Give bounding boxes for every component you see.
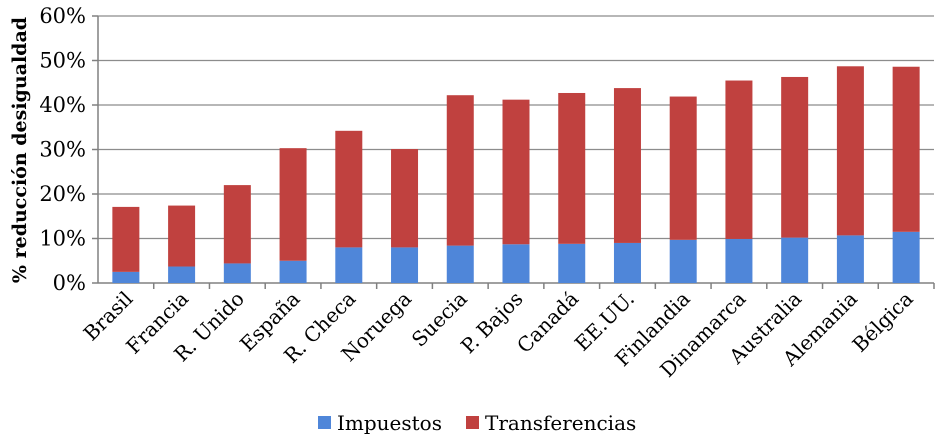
- bar-impuestos-1: [112, 271, 140, 283]
- bar-transferencias-10: [613, 88, 641, 243]
- bar-impuestos-4: [279, 260, 307, 283]
- bars: [112, 66, 920, 283]
- bar-transferencias-3: [223, 185, 251, 264]
- y-axis-label: % reducción desigualdad: [9, 17, 31, 283]
- bar-impuestos-5: [335, 247, 363, 283]
- bar-impuestos-15: [892, 231, 920, 283]
- bar-impuestos-9: [558, 243, 586, 283]
- bar-impuestos-10: [613, 242, 641, 283]
- y-tick-label: 20%: [39, 182, 86, 206]
- y-tick-label: 10%: [39, 227, 86, 251]
- bar-impuestos-12: [725, 238, 753, 283]
- legend: Impuestos Transferencias: [318, 411, 636, 435]
- bar-impuestos-8: [502, 244, 530, 283]
- y-tick-label: 50%: [39, 49, 86, 73]
- legend-label-impuestos: Impuestos: [337, 411, 442, 435]
- y-axis-ticks: 0% 10% 20% 30% 40% 50% 60%: [39, 4, 98, 295]
- bar-transferencias-5: [335, 130, 363, 248]
- y-tick-label: 0%: [53, 271, 86, 295]
- legend-swatch-impuestos: [318, 416, 331, 429]
- x-tick-label: Bélgica: [847, 287, 917, 357]
- bar-transferencias-11: [669, 96, 697, 240]
- bar-transferencias-7: [446, 95, 474, 246]
- bar-impuestos-3: [223, 263, 251, 283]
- legend-label-transferencias: Transferencias: [485, 411, 636, 435]
- y-tick-label: 40%: [39, 93, 86, 117]
- x-tick-label: P. Bajos: [456, 287, 528, 359]
- bar-transferencias-14: [836, 66, 864, 236]
- bar-transferencias-9: [558, 92, 586, 244]
- bar-transferencias-2: [168, 205, 196, 267]
- bar-impuestos-11: [669, 239, 697, 283]
- bar-transferencias-8: [502, 99, 530, 245]
- y-tick-label: 60%: [39, 4, 86, 28]
- legend-swatch-transferencias: [466, 416, 479, 429]
- bar-transferencias-6: [391, 149, 419, 248]
- bar-transferencias-15: [892, 66, 920, 232]
- bar-transferencias-4: [279, 148, 307, 261]
- bar-impuestos-6: [391, 247, 419, 283]
- bar-transferencias-13: [781, 76, 809, 238]
- bar-impuestos-2: [168, 266, 196, 283]
- bar-impuestos-13: [781, 237, 809, 283]
- bar-transferencias-12: [725, 80, 753, 239]
- y-tick-label: 30%: [39, 138, 86, 162]
- bar-impuestos-14: [836, 235, 864, 283]
- bar-transferencias-1: [112, 206, 140, 272]
- bar-impuestos-7: [446, 245, 474, 283]
- x-tick-label: Canadá: [512, 287, 583, 358]
